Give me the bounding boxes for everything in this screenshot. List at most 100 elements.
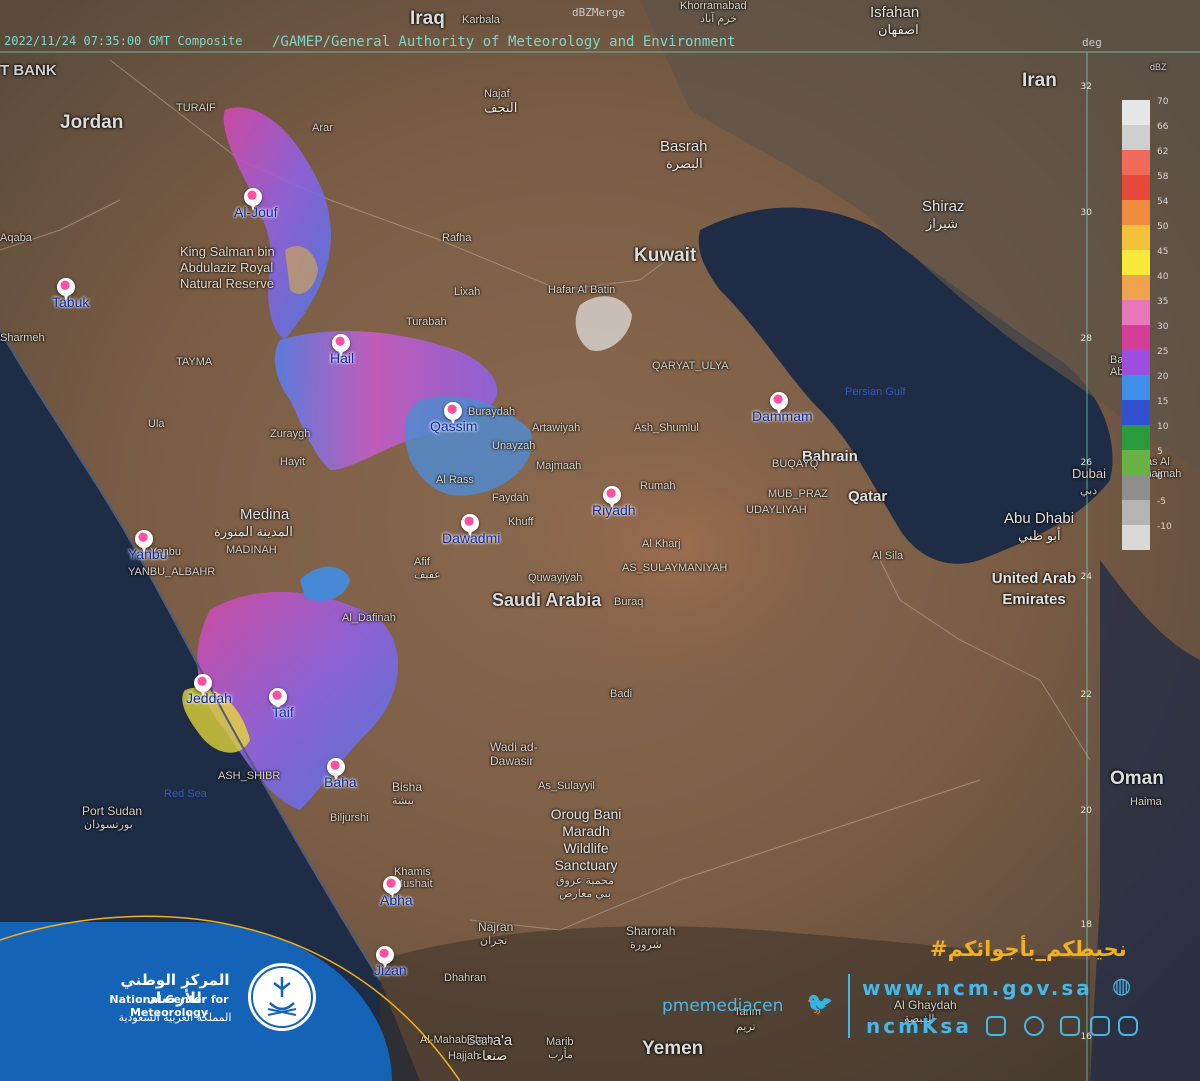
label-wadi: Wadi ad-Dawasir bbox=[490, 740, 538, 768]
product-label: dBZMerge bbox=[572, 6, 625, 19]
label-ula: Ula bbox=[148, 418, 165, 430]
legend-swatch bbox=[1122, 250, 1150, 275]
radar-pin-tabuk[interactable] bbox=[57, 278, 75, 301]
label-buraydah: Buraydah bbox=[468, 406, 516, 418]
label-arar: Arar bbox=[312, 122, 333, 134]
label-sulaymaniyah: AS_SULAYMANIYAH bbox=[622, 562, 728, 574]
label-isfahan-ar: اصفهان bbox=[878, 22, 919, 37]
legend-value: 25 bbox=[1157, 347, 1169, 357]
label-dubai-ar: دبي bbox=[1080, 485, 1098, 497]
radar-pin-baha[interactable] bbox=[327, 758, 345, 781]
label-alghaydah-ar: الغيضة bbox=[904, 1013, 935, 1025]
instagram-icon[interactable] bbox=[1118, 1016, 1138, 1036]
radar-label-riyadh: Riyadh bbox=[592, 502, 636, 518]
label-yemen: Yemen bbox=[642, 1038, 704, 1059]
label-sharmeh: Sharmeh bbox=[0, 332, 45, 344]
radar-label-yanbu: Yanbu bbox=[128, 546, 168, 562]
label-turaif: TURAIF bbox=[176, 102, 216, 114]
radar-pin-jizan[interactable] bbox=[376, 946, 394, 969]
linkedin-icon[interactable] bbox=[1060, 1016, 1080, 1036]
label-tarim-ar: تريم bbox=[736, 1021, 756, 1033]
radar-label-taif: Taif bbox=[272, 704, 294, 720]
globe-icon[interactable]: ◍ bbox=[1112, 974, 1132, 999]
label-almahabishah: Al-Mahabishah bbox=[420, 1034, 494, 1046]
radar-pin-riyadh[interactable] bbox=[603, 486, 621, 509]
radar-pin-qassim[interactable] bbox=[444, 402, 462, 425]
facebook-icon[interactable] bbox=[1090, 1016, 1110, 1036]
label-hafar: Hafar Al Batin bbox=[548, 284, 616, 296]
label-artawiyah: Artawiyah bbox=[532, 422, 581, 434]
org-name-ar: المركز الوطني للأرصاد bbox=[120, 971, 230, 1007]
label-alkharj: Al Kharj bbox=[642, 538, 681, 550]
radar-label-hail: Hail bbox=[330, 350, 355, 366]
legend-swatch bbox=[1122, 175, 1150, 200]
label-qaryat: QARYAT_ULYA bbox=[652, 360, 729, 372]
country-name-ar: المملكة العربية السعودية bbox=[118, 1011, 232, 1024]
radar-pin-taif[interactable] bbox=[269, 688, 287, 711]
snapchat-icon[interactable] bbox=[1024, 1016, 1044, 1036]
label-hayit: Hayit bbox=[280, 456, 306, 468]
youtube-icon[interactable] bbox=[986, 1016, 1006, 1036]
label-portsudan-ar: بورتسودان bbox=[84, 819, 133, 831]
legend-swatch bbox=[1122, 275, 1150, 300]
label-iraq: Iraq bbox=[410, 8, 445, 29]
label-portsudan: Port Sudan bbox=[82, 804, 143, 818]
radar-pin-dawadmi[interactable] bbox=[461, 514, 479, 537]
legend-swatch bbox=[1122, 325, 1150, 350]
radar-label-dawadmi: Dawadmi bbox=[442, 530, 501, 546]
label-haima: Haima bbox=[1130, 796, 1162, 808]
legend-swatch bbox=[1122, 450, 1150, 475]
legend-swatch bbox=[1122, 375, 1150, 400]
legend-value: 35 bbox=[1157, 297, 1169, 307]
yemen-terrain bbox=[380, 926, 1090, 1081]
twitter-handle[interactable]: pmemediacen bbox=[662, 996, 784, 1016]
label-yanbu: Yanbu bbox=[150, 546, 181, 558]
radar-pin-jeddah[interactable] bbox=[194, 674, 212, 697]
label-rumah: Rumah bbox=[640, 480, 676, 492]
label-abudhabi: Abu Dhabi bbox=[1004, 510, 1075, 527]
divider bbox=[848, 974, 850, 1038]
radar-label-qassim: Qassim bbox=[430, 418, 478, 434]
persian-gulf bbox=[698, 207, 1113, 564]
label-ashshibr: ASH_SHIBR bbox=[218, 770, 281, 782]
radar-pin-aljouf[interactable] bbox=[244, 188, 262, 211]
legend-title: dBZ bbox=[1150, 62, 1167, 72]
radar-pin-abha[interactable] bbox=[383, 876, 401, 899]
borders bbox=[0, 59, 1091, 931]
label-saudi: Saudi Arabia bbox=[492, 590, 602, 610]
ncmksa-handle[interactable]: ncmKsa bbox=[866, 1014, 972, 1038]
label-persian-gulf: Persian Gulf bbox=[845, 386, 906, 398]
label-medina: Medina bbox=[240, 506, 290, 523]
label-oroug: Oroug Bani Maradh Wildlife Sanctuary bbox=[550, 806, 622, 873]
radar-pin-yanbu[interactable] bbox=[135, 530, 153, 553]
legend-swatch bbox=[1122, 525, 1150, 550]
label-westbank: T BANK bbox=[0, 62, 57, 79]
label-udayliyah: UDAYLIYAH bbox=[746, 504, 807, 516]
label-khorramabad-ar: خرم آباد bbox=[700, 13, 738, 25]
label-tayma: TAYMA bbox=[176, 356, 213, 368]
label-madinah: MADINAH bbox=[226, 544, 277, 556]
label-bahrain: Bahrain bbox=[802, 448, 858, 465]
arabian-sea bbox=[1090, 560, 1200, 1081]
label-king-salman: King Salman bin Abdulaziz Royal Natural … bbox=[180, 244, 275, 291]
lat-tick-16: 16 bbox=[1080, 1032, 1092, 1042]
dbz-legend bbox=[1122, 100, 1150, 550]
label-sanaa-ar: صنعاء bbox=[476, 1048, 508, 1063]
lat-tick-22: 22 bbox=[1080, 690, 1092, 700]
label-najaf-ar: النجف bbox=[484, 100, 518, 115]
label-badi: Badi bbox=[610, 688, 633, 700]
label-bisha: Bisha bbox=[392, 780, 423, 794]
radar-pin-dammam[interactable] bbox=[770, 392, 788, 415]
lat-tick-28: 28 bbox=[1080, 334, 1092, 344]
radar-label-aljouf: Al-Jouf bbox=[234, 204, 278, 220]
website-link[interactable]: www.ncm.gov.sa bbox=[862, 976, 1093, 1000]
label-dafinah: Al_Dafinah bbox=[342, 612, 396, 624]
radar-pin-hail[interactable] bbox=[332, 334, 350, 357]
radar-label-dammam: Dammam bbox=[752, 408, 813, 424]
label-khamis: Khamis Mushait bbox=[394, 866, 433, 890]
lat-tick-30: 30 bbox=[1080, 208, 1092, 218]
twitter-icon[interactable]: 🐦 bbox=[806, 992, 834, 1017]
legend-value: 62 bbox=[1157, 147, 1169, 157]
radar-label-tabuk: Tabuk bbox=[52, 294, 90, 310]
